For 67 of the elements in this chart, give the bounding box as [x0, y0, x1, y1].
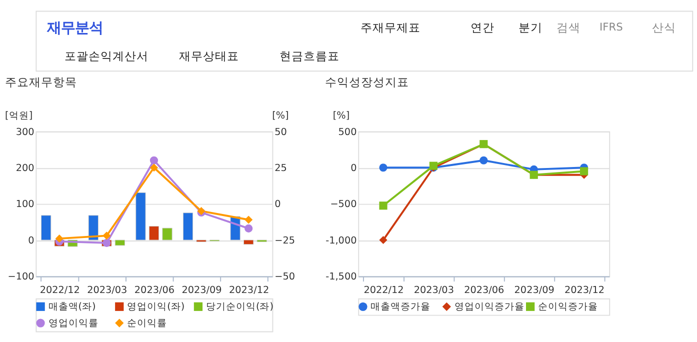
y-tick-label: 100	[16, 199, 34, 210]
chart-title: 주요재무항목	[4, 75, 77, 90]
y-axis-title: [%]	[332, 110, 350, 122]
point	[379, 202, 388, 210]
legend-label: 당기순이익(좌)	[206, 302, 274, 313]
text: 재무분석	[46, 20, 104, 37]
y-tick-label: −100	[8, 272, 34, 283]
point	[150, 156, 158, 164]
x-tick-label: 2023/12	[564, 285, 605, 296]
x-tick-label: 2023/06	[134, 285, 174, 296]
bar	[41, 215, 52, 240]
legend-label: 영업이익률	[48, 318, 98, 329]
y2-tick-label: 50	[274, 126, 287, 138]
text: 재무상태표	[179, 48, 240, 63]
text: 분기	[518, 20, 542, 35]
y-tick-label: 300	[16, 126, 34, 138]
x-tick-label: 2023/12	[229, 285, 270, 296]
bar	[244, 240, 254, 245]
y2-tick-label: 0	[274, 199, 281, 210]
point	[580, 167, 588, 176]
x-tick-label: 2023/09	[514, 285, 554, 296]
legend-label: 매출액증가율	[370, 302, 431, 313]
legend-label: 매출액(좌)	[48, 302, 96, 313]
x-tick-label: 2022/12	[364, 285, 404, 296]
x-tick-label: 2023/06	[464, 285, 504, 296]
legend-label: 영업이익증가율	[454, 302, 524, 313]
y-tick-label: 0	[350, 163, 357, 174]
y-tick-label: -1,000	[326, 235, 357, 246]
x-tick-label: 2023/03	[414, 285, 454, 296]
text: 현금흐름표	[279, 48, 340, 63]
x-tick-label: 2023/09	[182, 285, 222, 296]
legend-label: 영업이익(좌)	[127, 302, 185, 313]
y2-tick-label: 25	[274, 163, 287, 174]
legend-label: 순이익증가율	[538, 302, 598, 313]
bar	[162, 228, 172, 240]
y-tick-label: -1,500	[326, 272, 357, 283]
text: 산식	[652, 20, 676, 35]
point	[480, 156, 488, 164]
y2-tick-label: −25	[274, 235, 296, 246]
text: IFRS	[599, 20, 624, 34]
bar	[114, 240, 126, 246]
text: 연간	[470, 20, 494, 35]
point	[379, 164, 388, 172]
point	[244, 224, 253, 232]
point	[244, 216, 253, 224]
point	[150, 164, 158, 172]
bar	[136, 192, 146, 240]
point	[379, 236, 388, 244]
x-tick-label: 2023/03	[87, 285, 128, 296]
legend-label: 순이익률	[127, 318, 168, 329]
y-tick-label: −500	[330, 199, 357, 210]
point	[102, 232, 111, 240]
y-tick-label: 200	[16, 163, 34, 174]
y-axis-title: [억원]	[5, 110, 33, 122]
point	[55, 234, 64, 243]
text: 포괄손익계산서	[64, 48, 148, 63]
bar	[182, 212, 194, 240]
y2-axis-title: [%]	[272, 110, 289, 122]
text: 검색	[556, 20, 580, 35]
x-tick-label: 2022/12	[40, 285, 80, 296]
bar	[148, 226, 160, 240]
y2-tick-label: −50	[274, 272, 296, 283]
y-tick-label: 500	[338, 126, 357, 138]
chart-title: 수익성장성지표	[325, 75, 410, 90]
bar	[88, 215, 98, 240]
text: 주재무제표	[360, 20, 421, 35]
y-tick-label: 0	[28, 235, 34, 246]
